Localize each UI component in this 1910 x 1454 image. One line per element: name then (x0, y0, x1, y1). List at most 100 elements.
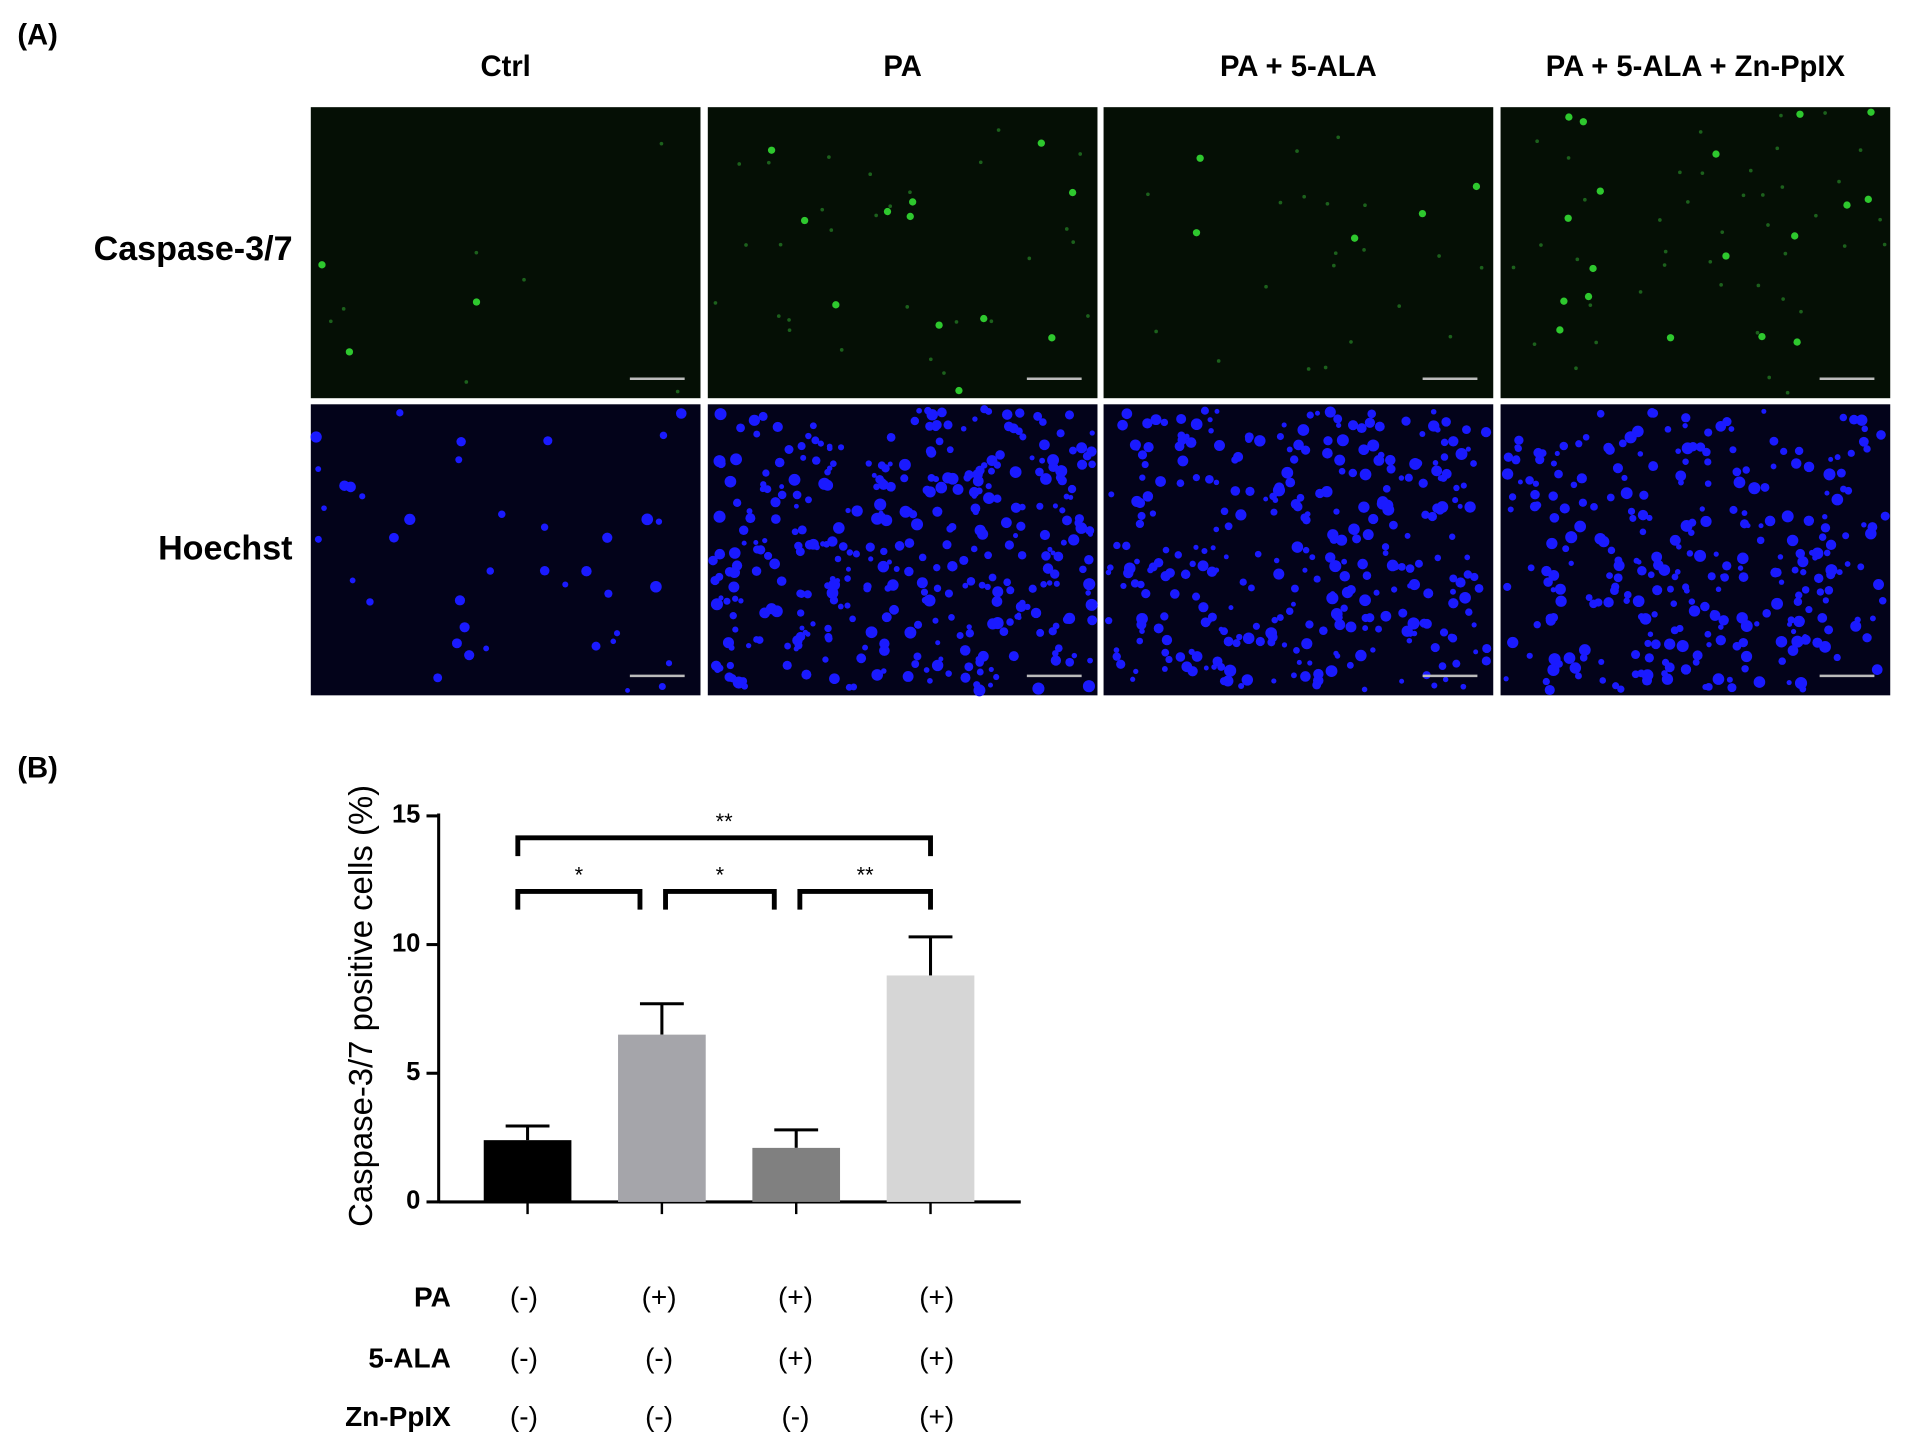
cell-dot (1330, 608, 1343, 620)
treatment-cell: (-) (645, 1343, 673, 1374)
cell-dot (1704, 682, 1713, 691)
cell-dot (1180, 569, 1191, 580)
treatment-label: Zn-PpIX (345, 1401, 451, 1432)
cell-dot (1546, 537, 1558, 550)
cell-dot (946, 446, 954, 454)
cell-dot (1517, 479, 1523, 485)
cell-dot (1674, 569, 1681, 575)
cell-dot (459, 622, 470, 633)
cell-dot (1748, 482, 1761, 495)
cell-dot (959, 555, 969, 565)
cell-dot (1715, 586, 1722, 593)
cell-dot (731, 560, 743, 571)
cell-dot (772, 421, 783, 433)
cell-dot (1847, 449, 1855, 457)
cell-dot (769, 558, 781, 570)
cell-dot (1793, 338, 1801, 346)
treatment-label: 5-ALA (368, 1343, 450, 1374)
cell-dot (1800, 634, 1811, 645)
cell-dot (844, 602, 851, 609)
cell-dot (1778, 657, 1786, 665)
cell-dot (1154, 329, 1158, 334)
cell-dot (1197, 560, 1209, 572)
cell-dot (865, 460, 872, 467)
cell-dot (1647, 571, 1655, 579)
cell-dot (1766, 223, 1770, 227)
cell-dot (856, 653, 867, 664)
cell-dot (1662, 263, 1667, 267)
cell-dot (1726, 676, 1733, 683)
cell-dot (1452, 497, 1459, 504)
cell-dot (1270, 508, 1278, 516)
cell-dot (1063, 516, 1070, 522)
cell-dot (1185, 437, 1197, 448)
cell-dot (1142, 491, 1154, 502)
cell-dot (1651, 639, 1661, 650)
cell-dot (1333, 251, 1338, 256)
cell-dot (1452, 659, 1461, 668)
cell-dot (875, 474, 885, 484)
cell-dot (1133, 668, 1139, 675)
cell-dot (1017, 551, 1027, 560)
cell-dot (879, 638, 890, 649)
cell-dot (1050, 569, 1060, 579)
cell-dot (931, 423, 940, 432)
cell-dot (1507, 636, 1519, 649)
cell-dot (1336, 135, 1341, 140)
cell-dot (1594, 598, 1603, 607)
column-label: Ctrl (480, 51, 530, 83)
cell-dot (839, 348, 844, 352)
cell-dot (1153, 557, 1164, 568)
cell-dot (834, 555, 842, 563)
cell-dot (1385, 454, 1396, 466)
cell-dot (1594, 340, 1599, 345)
cell-dot (1054, 644, 1063, 653)
cell-dot (1336, 422, 1342, 428)
cell-dot (732, 626, 739, 633)
cell-dot (1785, 390, 1790, 395)
cell-dot (1176, 413, 1187, 424)
cell-dot (1008, 651, 1019, 662)
cell-dot (1213, 479, 1220, 486)
cell-dot (945, 670, 952, 677)
cell-dot (829, 673, 840, 685)
cell-dot (1858, 148, 1863, 152)
cell-dot (965, 629, 975, 638)
cell-dot (540, 523, 549, 531)
cell-dot (1639, 613, 1652, 625)
treatment-cell: (-) (645, 1401, 673, 1432)
cell-dot (1203, 665, 1209, 671)
cell-dot (1686, 550, 1694, 557)
cell-dot (1604, 444, 1615, 455)
cell-dot (1248, 584, 1255, 592)
cell-dot (1692, 650, 1703, 661)
cell-dot (996, 128, 1001, 132)
cell-dot (1840, 485, 1847, 493)
cell-dot (1430, 408, 1437, 415)
cell-dot (1729, 505, 1738, 514)
cell-dot (1737, 565, 1744, 571)
cell-dot (1862, 633, 1872, 643)
cell-dot (1003, 578, 1012, 587)
cell-dot (887, 579, 899, 591)
cell-dot (832, 301, 840, 309)
cell-dot (886, 481, 896, 492)
cell-dot (1300, 671, 1311, 682)
cell-dot (1727, 683, 1737, 693)
cell-dot (1554, 583, 1566, 595)
cell-dot (1799, 309, 1803, 314)
cell-dot (1736, 612, 1748, 624)
cell-dot (793, 646, 799, 652)
cell-dot (845, 507, 851, 514)
cell-dot (1762, 609, 1771, 618)
cell-dot (1112, 652, 1121, 661)
cell-dot (1596, 187, 1604, 195)
significance-bracket (663, 888, 777, 910)
cell-dot (1675, 470, 1687, 482)
cell-dot (1779, 113, 1783, 118)
cell-dot (980, 314, 988, 323)
cell-dot (782, 660, 792, 670)
cell-dot (1214, 439, 1225, 451)
cell-dot (741, 540, 747, 546)
cell-dot (1564, 214, 1572, 222)
